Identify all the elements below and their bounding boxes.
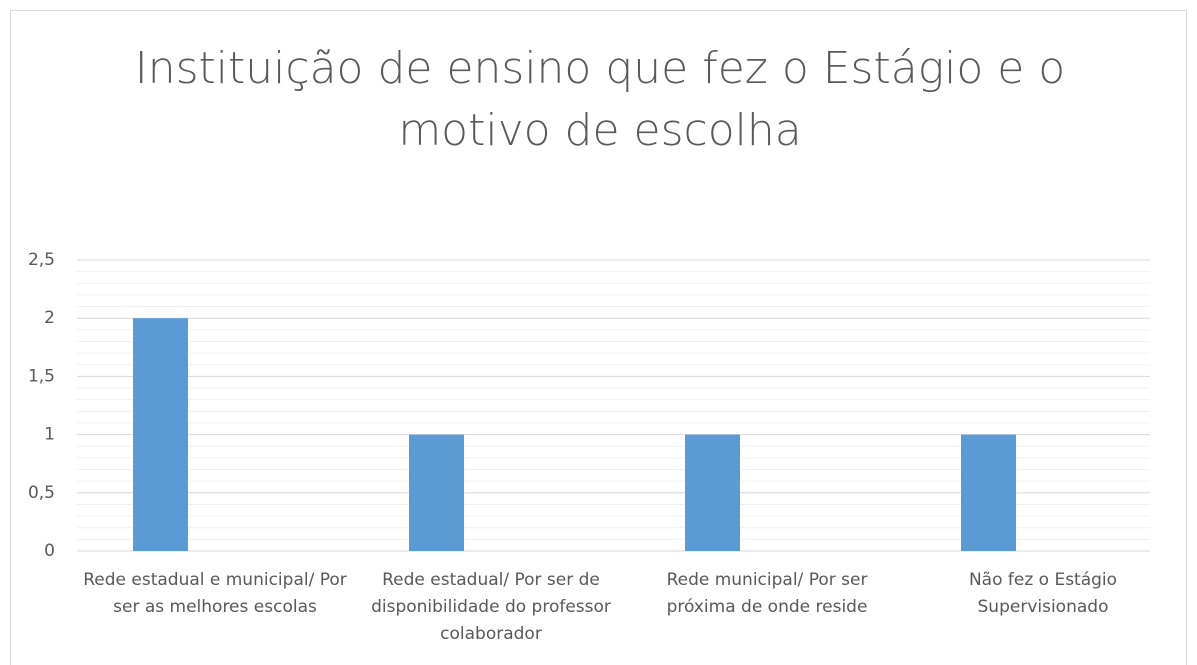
y-tick-label: 1,5 [28,366,55,386]
x-tick-label: Rede estadual e municipal/ Por ser as me… [83,570,347,617]
y-tick-label: 2,5 [28,250,55,270]
y-tick-label: 1 [44,425,55,445]
chart-title: Instituição de ensino que fez o Estágio … [134,43,1066,156]
chart-border [10,10,1187,665]
bar [961,434,1016,551]
x-tick-label: Rede estadual/ Por ser de disponibilidad… [371,570,611,644]
bar [685,434,740,551]
bar [133,318,188,551]
y-tick-label: 0,5 [28,483,55,503]
x-tick-label: Não fez o Estágio Supervisionado [968,570,1118,617]
y-tick-label: 0 [44,541,55,561]
x-tick-label: Rede municipal/ Por ser próxima de onde … [666,570,868,617]
bar [409,434,464,551]
y-tick-label: 2 [44,308,55,328]
